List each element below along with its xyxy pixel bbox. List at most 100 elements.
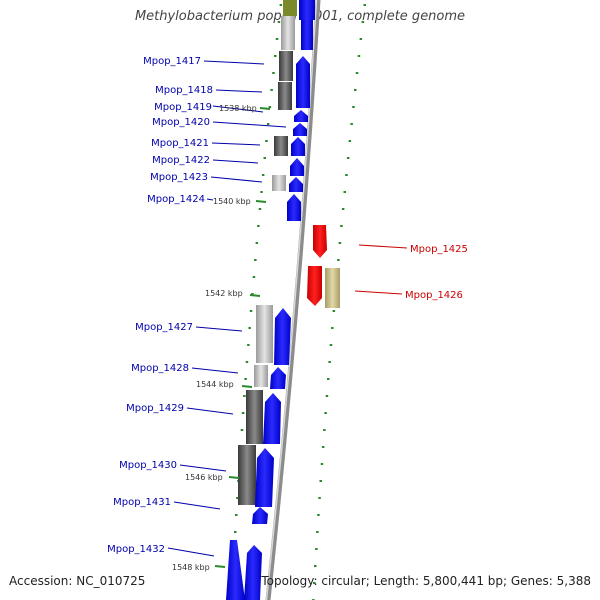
gc-dot	[277, 21, 281, 23]
gc-dot	[324, 412, 327, 414]
label-leader	[203, 60, 265, 65]
gc-dot	[345, 174, 348, 176]
annotation-block	[278, 82, 292, 110]
gc-dot	[260, 191, 263, 193]
gene-label-1417[interactable]: Mpop_1417	[143, 56, 201, 67]
gene-label-1430[interactable]: Mpop_1430	[119, 460, 177, 471]
gc-dot	[313, 582, 316, 584]
gene-arrow[interactable]	[263, 393, 281, 444]
gene-arrow[interactable]	[294, 110, 308, 122]
label-leader	[354, 290, 403, 295]
gc-dot	[236, 497, 239, 499]
kbp-label: 1544 kbp	[196, 380, 234, 389]
label-leader	[206, 198, 214, 201]
label-leader	[210, 176, 263, 183]
gc-dot	[317, 514, 320, 516]
topology-label: Topology: circular; Length: 5,800,441 bp…	[261, 574, 591, 588]
gc-dot	[319, 480, 322, 482]
gc-dot	[337, 259, 340, 261]
gene-arrow[interactable]	[299, 0, 315, 20]
gene-label-1418[interactable]: Mpop_1418	[155, 85, 213, 96]
gc-dot	[348, 140, 352, 142]
label-leader	[211, 142, 261, 146]
kbp-label: 1540 kbp	[213, 197, 251, 206]
annotation-block	[325, 268, 340, 308]
gc-dot	[328, 361, 331, 363]
gene-arrow[interactable]	[289, 177, 303, 192]
gene-label-1424[interactable]: Mpop_1424	[147, 194, 205, 205]
kbp-label: 1546 kbp	[185, 473, 223, 482]
annotation-block	[254, 365, 268, 387]
gene-arrow[interactable]	[296, 56, 310, 108]
label-leader	[215, 89, 263, 93]
gene-label-1432[interactable]: Mpop_1432	[107, 544, 165, 555]
label-leader	[212, 159, 259, 164]
gene-arrow[interactable]	[301, 20, 313, 50]
gene-arrow[interactable]	[293, 123, 307, 136]
gene-label-1429[interactable]: Mpop_1429	[126, 403, 184, 414]
gene-label-1426[interactable]: Mpop_1426	[405, 290, 463, 301]
gc-dot	[340, 225, 343, 227]
gc-dot	[265, 140, 268, 142]
kbp-label: 1548 kbp	[172, 563, 210, 572]
gc-dot	[251, 293, 254, 295]
gene-arrow[interactable]	[287, 194, 301, 221]
gc-dot	[354, 89, 357, 91]
label-leader	[212, 121, 287, 128]
gc-dot	[359, 38, 363, 40]
kbp-label: 1542 kbp	[205, 289, 243, 298]
gene-label-1428[interactable]: Mpop_1428	[131, 363, 189, 374]
gene-arrow[interactable]	[255, 448, 274, 507]
gc-dot	[241, 412, 245, 414]
gc-dot	[261, 174, 265, 176]
gc-dot	[321, 446, 325, 448]
gc-dot	[275, 38, 279, 40]
gene-track	[226, 0, 327, 600]
annotation-block	[246, 390, 263, 444]
annotation-track	[238, 0, 340, 505]
gene-arrow[interactable]	[252, 507, 268, 524]
gene-arrow[interactable]	[270, 367, 286, 389]
label-leader	[186, 407, 234, 415]
gene-arrow[interactable]	[307, 266, 322, 306]
gc-dot	[325, 395, 329, 397]
genome-backbone-highlight	[265, 0, 318, 600]
gene-arrow[interactable]	[226, 540, 245, 600]
gc-dot	[361, 21, 365, 23]
gene-label-1419[interactable]: Mpop_1419	[154, 102, 212, 113]
gene-arrow[interactable]	[313, 225, 327, 258]
annotation-block	[283, 0, 297, 16]
gene-arrow[interactable]	[290, 158, 304, 176]
label-leader	[173, 501, 221, 510]
gene-arrow[interactable]	[274, 308, 291, 365]
gene-label-1420[interactable]: Mpop_1420	[152, 117, 210, 128]
gene-label-1422[interactable]: Mpop_1422	[152, 155, 210, 166]
label-leader	[179, 464, 227, 472]
label-leader	[358, 244, 408, 249]
kbp-tick	[259, 107, 271, 110]
kbp-tick	[228, 476, 240, 479]
gc-dot	[268, 106, 272, 108]
label-leader	[167, 547, 215, 557]
gene-label-1427[interactable]: Mpop_1427	[135, 322, 193, 333]
genome-backbone	[265, 0, 321, 600]
gene-label-1431[interactable]: Mpop_1431	[113, 497, 171, 508]
gc-dot	[257, 225, 260, 227]
gc-dot	[350, 123, 353, 125]
kbp-tick	[249, 294, 261, 297]
gene-arrow[interactable]	[244, 545, 262, 600]
gc-dot	[252, 276, 256, 278]
gc-dot	[272, 72, 275, 74]
gene-label-1425[interactable]: Mpop_1425	[410, 244, 468, 255]
gc-dot	[331, 327, 334, 329]
gc-dot	[270, 89, 273, 91]
gc-dot	[355, 72, 359, 74]
gene-arrow[interactable]	[291, 137, 305, 156]
gc-dot	[363, 4, 366, 6]
gene-label-1423[interactable]: Mpop_1423	[150, 172, 208, 183]
gc-dot	[329, 344, 333, 346]
gene-label-1421[interactable]: Mpop_1421	[151, 138, 209, 149]
gc-dot	[327, 378, 330, 380]
gc-dot	[346, 157, 350, 159]
